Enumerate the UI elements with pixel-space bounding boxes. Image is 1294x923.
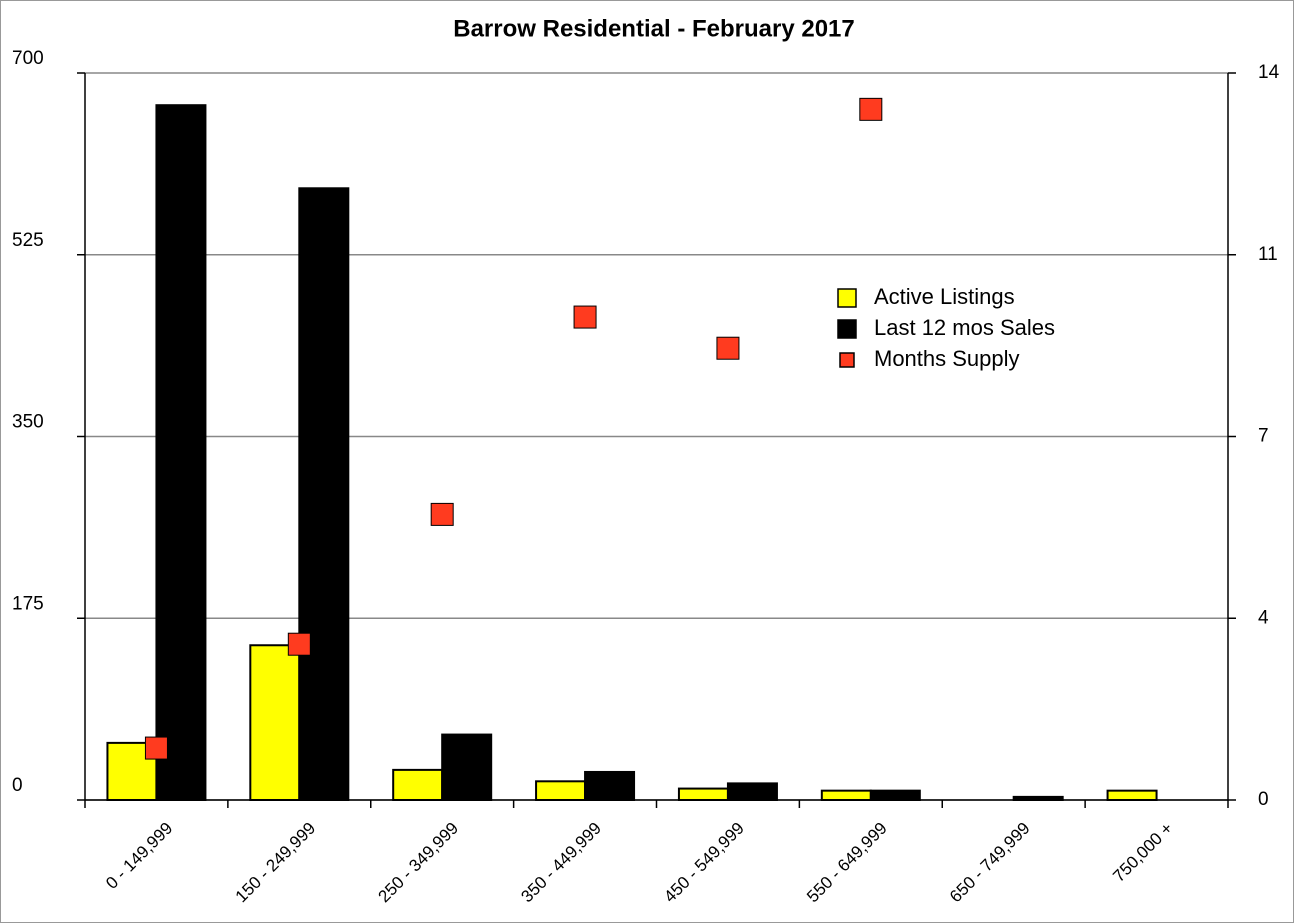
- bar: [249, 644, 301, 802]
- bar: [726, 782, 778, 802]
- y2-tick-label: 11: [1258, 244, 1278, 265]
- marker: [287, 632, 311, 656]
- marker: [573, 305, 597, 329]
- legend-label: Last 12 mos Sales: [874, 315, 1055, 340]
- y-tick-label: 525: [12, 230, 44, 251]
- legend-label: Months Supply: [874, 346, 1020, 371]
- bar: [869, 789, 921, 801]
- y-tick-label: 175: [12, 593, 44, 614]
- y2-tick-label: 4: [1258, 607, 1269, 628]
- y-tick-label: 0: [12, 775, 23, 796]
- marker: [430, 502, 454, 526]
- legend-swatch: [837, 288, 857, 308]
- bar: [584, 770, 636, 801]
- y2-tick-label: 14: [1258, 62, 1280, 83]
- bar: [1106, 789, 1158, 801]
- y2-tick-label: 7: [1258, 426, 1269, 447]
- bar: [155, 104, 207, 801]
- bar: [535, 780, 587, 802]
- y2-tick-label: 0: [1258, 789, 1269, 810]
- chart-title: Barrow Residential - February 2017: [453, 15, 854, 42]
- marker: [144, 736, 168, 760]
- marker: [716, 336, 740, 360]
- bar: [820, 789, 872, 801]
- legend-swatch: [839, 352, 855, 368]
- y-tick-label: 700: [12, 48, 44, 69]
- marker: [859, 97, 883, 121]
- bar: [441, 733, 493, 802]
- bar: [298, 187, 350, 801]
- bar: [677, 787, 729, 802]
- bar: [392, 768, 444, 801]
- legend-label: Active Listings: [874, 284, 1015, 309]
- legend-swatch: [837, 319, 857, 339]
- y-tick-label: 350: [12, 412, 44, 433]
